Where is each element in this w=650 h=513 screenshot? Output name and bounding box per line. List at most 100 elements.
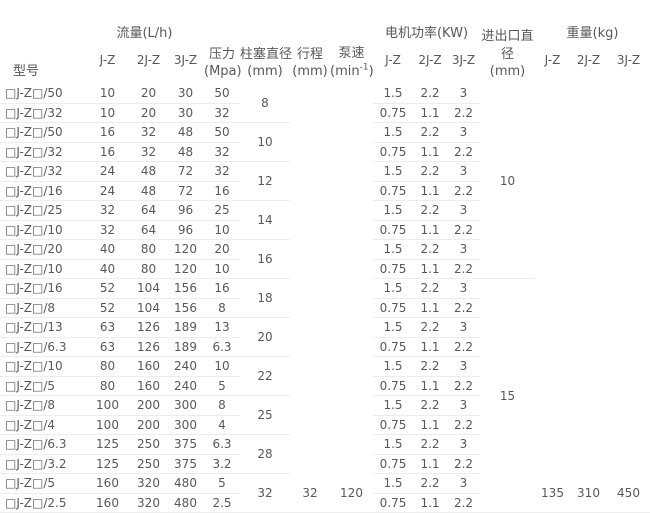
- model-cell: □J-Z□/13: [0, 317, 85, 338]
- model-cell: □J-Z□/8: [0, 298, 85, 318]
- pressure-cell: 6.3: [204, 434, 240, 455]
- power-cell: 0.75: [373, 259, 413, 279]
- flow-cell: 189: [167, 337, 204, 357]
- flow-cell: 100: [85, 415, 130, 435]
- flow-cell: 250: [130, 454, 167, 474]
- power-cell: 2.2: [447, 103, 480, 123]
- table-row: □J-Z□/5 160 320 480 5 32 32 120 1.5 2.2 3 135 310 450: [0, 473, 650, 513]
- col-header-speed: 泵速 (min-1): [330, 0, 374, 84]
- flow-cell: 120: [167, 259, 204, 279]
- table-row: □J-Z□/32 10 20 30 32 0.75 1.1 2.2: [0, 103, 650, 123]
- flow-cell: 160: [130, 376, 167, 396]
- pressure-cell: 5: [204, 473, 240, 494]
- power-cell: 1.1: [413, 415, 447, 435]
- plunger-cell: 16: [240, 239, 290, 279]
- col-header-weight-3jz: 3J-Z: [616, 53, 641, 67]
- flow-cell: 96: [167, 220, 204, 240]
- weight-spacer-cell: [570, 84, 607, 474]
- col-header-inlet: 进出口直 径 (mm): [480, 0, 535, 84]
- flow-cell: 24: [85, 181, 130, 201]
- power-cell: 1.5: [373, 473, 413, 494]
- power-cell: 2.2: [447, 454, 480, 474]
- flow-cell: 63: [85, 337, 130, 357]
- flow-cell: 32: [85, 220, 130, 240]
- pressure-cell: 50: [204, 122, 240, 143]
- power-cell: 3: [447, 395, 480, 416]
- power-cell: 1.5: [373, 239, 413, 260]
- flow-cell: 320: [130, 473, 167, 494]
- col-header-power-jz: J-Z: [385, 53, 401, 67]
- flow-cell: 16: [85, 122, 130, 143]
- model-cell: □J-Z□/3.2: [0, 454, 85, 474]
- plunger-cell: 14: [240, 200, 290, 240]
- weight-spacer-cell: [535, 84, 570, 474]
- model-cell: □J-Z□/32: [0, 142, 85, 162]
- pressure-cell: 25: [204, 200, 240, 221]
- flow-cell: 48: [130, 161, 167, 182]
- model-cell: □J-Z□/32: [0, 161, 85, 182]
- pressure-cell: 8: [204, 298, 240, 318]
- power-cell: 0.75: [373, 415, 413, 435]
- model-cell: □J-Z□/5: [0, 376, 85, 396]
- col-header-flow-jz: J-Z: [99, 53, 116, 67]
- power-cell: 2.2: [447, 337, 480, 357]
- power-cell: 3: [447, 278, 480, 299]
- plunger-label: 柱塞直径: [240, 46, 293, 62]
- model-cell: □J-Z□/10: [0, 220, 85, 240]
- flow-cell: 52: [85, 278, 130, 299]
- flow-cell: 200: [130, 395, 167, 416]
- power-cell: 1.1: [413, 454, 447, 474]
- table-row: □J-Z□/50 10 20 30 50 8 1.5 2.2 3 10: [0, 84, 650, 279]
- model-cell: □J-Z□/25: [0, 200, 85, 221]
- pressure-cell: 8: [204, 395, 240, 416]
- power-cell: 3: [447, 84, 480, 104]
- plunger-cell: 32: [240, 473, 290, 513]
- table-row: □J-Z□/16 24 48 72 16 0.75 1.1 2.2: [0, 181, 650, 201]
- table-row: □J-Z□/6.3 63 126 189 6.3 0.75 1.1 2.2: [0, 337, 650, 357]
- flow-cell: 240: [167, 356, 204, 377]
- weight-cell: 135: [535, 473, 570, 513]
- flow-cell: 48: [167, 122, 204, 143]
- flow-cell: 126: [130, 317, 167, 338]
- model-cell: □J-Z□/5: [0, 473, 85, 494]
- model-cell: □J-Z□/50: [0, 84, 85, 104]
- model-cell: □J-Z□/20: [0, 239, 85, 260]
- flow-cell: 40: [85, 239, 130, 260]
- model-cell: □J-Z□/6.3: [0, 434, 85, 455]
- speed-cell: 120: [330, 473, 373, 513]
- power-cell: 1.5: [373, 200, 413, 221]
- flow-cell: 156: [167, 298, 204, 318]
- table-header: 型号 流量(L/h) 压力 (Mpa) 柱塞直径 (mm) 行程 (mm) 泵速…: [0, 0, 650, 84]
- model-cell: □J-Z□/10: [0, 259, 85, 279]
- stroke-label: 行程: [296, 46, 323, 62]
- power-cell: 1.1: [413, 337, 447, 357]
- pressure-label: 压力: [208, 46, 235, 62]
- flow-cell: 80: [85, 356, 130, 377]
- plunger-cell: 25: [240, 395, 290, 435]
- flow-cell: 96: [167, 200, 204, 221]
- pressure-cell: 32: [204, 161, 240, 182]
- flow-cell: 24: [85, 161, 130, 182]
- weight-spacer-cell: [607, 84, 650, 474]
- power-cell: 2.2: [447, 142, 480, 162]
- stroke-unit: (mm): [292, 64, 328, 80]
- model-cell: □J-Z□/8: [0, 395, 85, 416]
- pressure-cell: 13: [204, 317, 240, 338]
- table-row: □J-Z□/3.2 125 250 375 3.2 0.75 1.1 2.2: [0, 454, 650, 474]
- power-cell: 0.75: [373, 103, 413, 123]
- power-cell: 0.75: [373, 376, 413, 396]
- table-row: □J-Z□/10 40 80 120 10 0.75 1.1 2.2: [0, 259, 650, 279]
- power-cell: 0.75: [373, 220, 413, 240]
- flow-cell: 48: [167, 142, 204, 162]
- power-cell: 0.75: [373, 298, 413, 318]
- flow-cell: 189: [167, 317, 204, 338]
- model-cell: □J-Z□/50: [0, 122, 85, 143]
- flow-cell: 200: [130, 415, 167, 435]
- flow-cell: 80: [130, 259, 167, 279]
- power-cell: 1.1: [413, 376, 447, 396]
- pressure-cell: 32: [204, 142, 240, 162]
- power-cell: 3: [447, 434, 480, 455]
- power-cell: 2.2: [413, 356, 447, 377]
- power-cell: 2.2: [413, 473, 447, 494]
